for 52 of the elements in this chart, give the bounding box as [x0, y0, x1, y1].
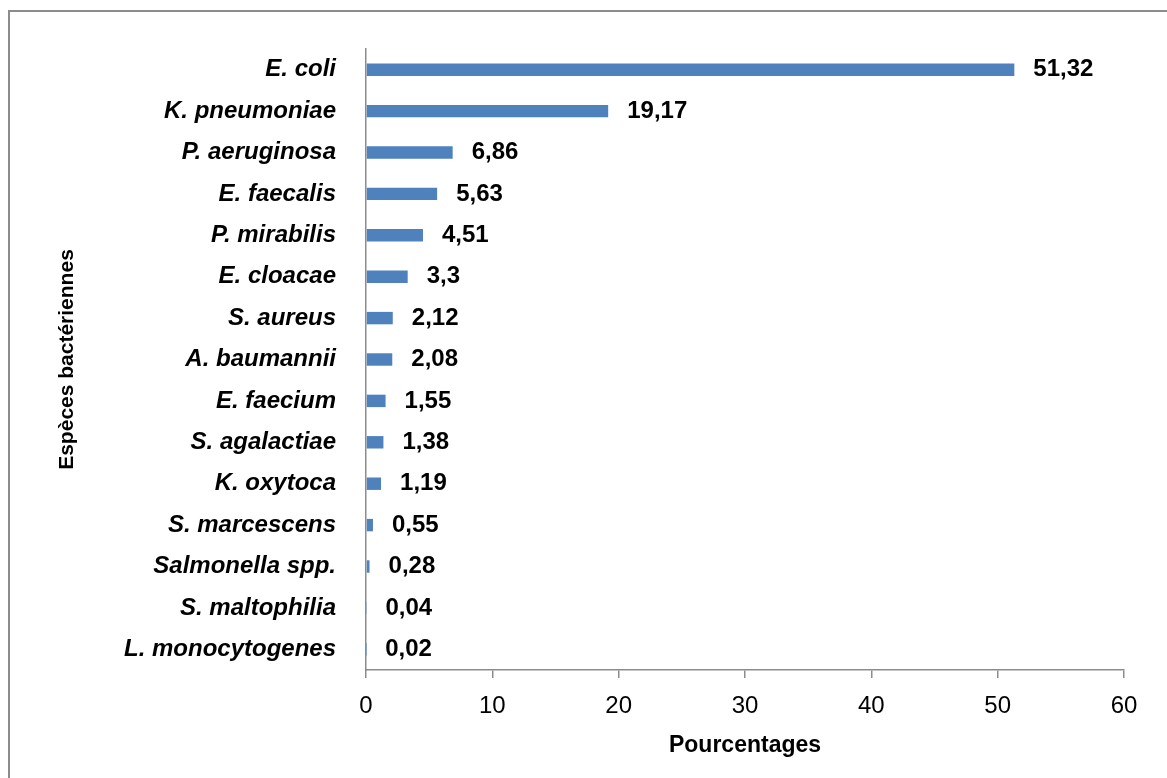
x-tick-label: 60: [1110, 691, 1138, 719]
x-tick-label: 30: [731, 691, 759, 719]
x-tick-label: 50: [984, 691, 1012, 719]
bar: [366, 146, 453, 159]
bar: [366, 63, 1015, 76]
data-label: 2,12: [411, 302, 459, 330]
data-label: 1,38: [402, 426, 450, 454]
x-axis-title: Pourcentages: [668, 730, 822, 757]
x-tick-label: 0: [359, 691, 373, 719]
y-tick-label: S. agalactiae: [190, 426, 336, 454]
y-axis-title: Espèces bactériennes: [54, 249, 78, 470]
bar: [366, 311, 393, 325]
y-tick-label: E. cloacae: [218, 261, 336, 289]
data-label: 5,63: [456, 178, 503, 206]
bar: [366, 518, 373, 532]
data-label: 6,86: [471, 137, 519, 165]
data-label: 4,51: [441, 219, 489, 247]
data-label: 1,55: [404, 385, 452, 413]
y-tick-label: K. pneumoniae: [163, 95, 336, 123]
x-tick-label: 20: [605, 691, 633, 719]
y-tick-label: K. oxytoca: [214, 468, 336, 496]
data-label: 0,55: [391, 509, 439, 537]
x-tick-label: 40: [857, 691, 885, 719]
y-tick-label: E. faecalis: [218, 178, 336, 206]
bar: [366, 187, 438, 201]
data-label: 2,08: [411, 344, 458, 372]
y-tick-label: S. marcescens: [167, 509, 336, 537]
bar: [366, 353, 393, 366]
data-label: 0,02: [385, 633, 432, 661]
y-tick-label: E. coli: [265, 54, 338, 82]
data-label: 0,04: [385, 592, 433, 620]
y-tick-label: P. aeruginosa: [181, 137, 336, 165]
y-tick-label: P. mirabilis: [211, 219, 336, 247]
bar: [366, 104, 609, 118]
data-label: 51,32: [1033, 54, 1094, 82]
bar: [366, 436, 384, 449]
y-tick-label: S. aureus: [227, 302, 336, 330]
bar: [366, 560, 370, 573]
data-label: 0,28: [388, 551, 436, 579]
data-label: 1,19: [400, 468, 447, 496]
y-tick-label: Salmonella spp.: [153, 551, 336, 579]
data-label: 3,3: [426, 261, 461, 289]
bar: [366, 229, 423, 242]
bar: [366, 394, 386, 408]
bar: [366, 477, 382, 490]
y-tick-label: L. monocytogenes: [123, 633, 336, 661]
y-tick-label: S. maltophilia: [179, 592, 336, 620]
y-tick-label: E. faecium: [215, 385, 336, 413]
bar: [366, 270, 408, 283]
x-tick-label: 10: [478, 691, 506, 719]
data-label: 19,17: [627, 95, 688, 123]
y-tick-label: A. baumannii: [184, 344, 338, 372]
